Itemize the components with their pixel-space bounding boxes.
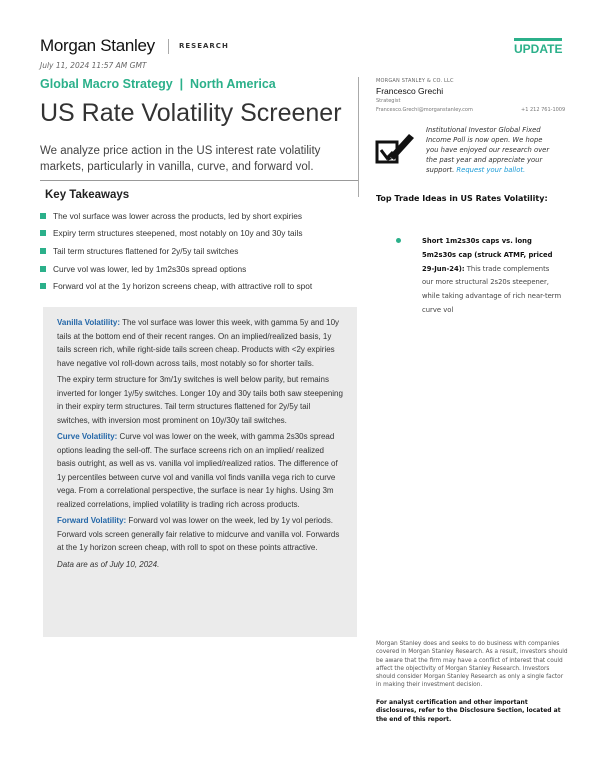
vanilla-label: Vanilla Volatility:: [57, 318, 120, 327]
morgan-stanley-logo: Morgan Stanley: [40, 36, 155, 55]
forward-paragraph: Forward Volatility: Forward vol was lowe…: [57, 514, 343, 555]
curve-text: Curve vol was lower on the week, with ga…: [57, 432, 338, 509]
list-item: Forward vol at the 1y horizon screens ch…: [40, 277, 312, 295]
author-name: Francesco Grechi: [376, 86, 444, 96]
author-firm: MORGAN STANLEY & CO. LLC: [376, 78, 454, 84]
vanilla-text: The vol surface was lower this week, wit…: [57, 318, 340, 368]
bullet-dot-icon: [396, 238, 401, 243]
trade-ideas-title: Top Trade Ideas in US Rates Volatility:: [376, 194, 548, 203]
trade-idea-text: This trade complements our more structur…: [422, 264, 562, 314]
bullet-square-icon: [40, 212, 46, 219]
term-paragraph: The expiry term structure for 3m/1y swit…: [57, 375, 343, 425]
disclosure-section-link[interactable]: refer to the Disclosure Section: [418, 707, 523, 715]
list-item-text: Forward vol at the 1y horizon screens ch…: [53, 281, 313, 292]
trade-idea-item: Short 1m2s30s caps vs. long 5m2s30s cap …: [422, 235, 562, 318]
list-item-text: Expiry term structures steepened, most n…: [53, 228, 303, 239]
disclosure-note: For analyst certification and other impo…: [376, 699, 566, 724]
checkbox-pen-icon: [375, 134, 414, 164]
key-takeaways-list: The vol surface was lower across the pro…: [40, 207, 312, 295]
author-email[interactable]: Francesco.Grechi@morganstanley.com: [376, 107, 473, 113]
list-item: Expiry term structures steepened, most n…: [40, 225, 312, 243]
list-item: Curve vol was lower, led by 1m2s30s spre…: [40, 260, 312, 278]
column-divider: [358, 77, 359, 197]
section-label: RESEARCH: [179, 42, 229, 50]
author-role: Strategist: [376, 98, 401, 104]
list-item-text: Curve vol was lower, led by 1m2s30s spre…: [53, 263, 247, 274]
curve-paragraph: Curve Volatility: Curve vol was lower on…: [57, 430, 343, 511]
key-takeaways-title: Key Takeaways: [45, 189, 130, 201]
divider: [168, 39, 169, 54]
divider: [40, 180, 358, 181]
disclosure-text: For analyst certification and other impo…: [376, 699, 528, 715]
list-item-text: Tail term structures flattened for 2y/5y…: [53, 245, 239, 256]
list-item: Tail term structures flattened for 2y/5y…: [40, 242, 312, 260]
curve-label: Curve Volatility:: [57, 432, 118, 441]
list-item: The vol surface was lower across the pro…: [40, 207, 312, 225]
bullet-square-icon: [40, 283, 46, 290]
forward-label: Forward Volatility:: [57, 516, 127, 525]
author-phone: +1 212 761-1009: [521, 107, 566, 113]
trade-idea-headline: Short 1m2s30s caps vs. long 5m2s30s cap …: [422, 237, 553, 273]
publish-date: July 11, 2024 11:57 AM GMT: [40, 61, 147, 70]
list-item-text: The vol surface was lower across the pro…: [53, 210, 303, 221]
data-note: Data are as of July 10, 2024.: [57, 559, 160, 569]
update-badge: UPDATE: [514, 38, 563, 56]
summary-box: Vanilla Volatility: The vol surface was …: [43, 307, 357, 637]
page-title: US Rate Volatility Screener: [40, 99, 342, 127]
forward-text: Forward vol was lower on the week, led b…: [57, 516, 340, 552]
poll-notice: Institutional Investor Global Fixed Inco…: [426, 125, 550, 175]
bullet-square-icon: [40, 230, 46, 237]
request-ballot-link[interactable]: Request your ballot.: [456, 166, 526, 174]
disclaimer: Morgan Stanley does and seeks to do busi…: [376, 641, 568, 689]
poll-text: Institutional Investor Global Fixed Inco…: [426, 126, 550, 174]
bullet-square-icon: [40, 247, 46, 254]
bullet-square-icon: [40, 265, 46, 272]
vanilla-paragraph: Vanilla Volatility: The vol surface was …: [57, 316, 343, 370]
report-series: Global Macro Strategy | North America: [40, 77, 276, 91]
disclosure-text: , located at the end of this report.: [376, 707, 561, 723]
subtitle: We analyze price action in the US intere…: [40, 145, 321, 173]
